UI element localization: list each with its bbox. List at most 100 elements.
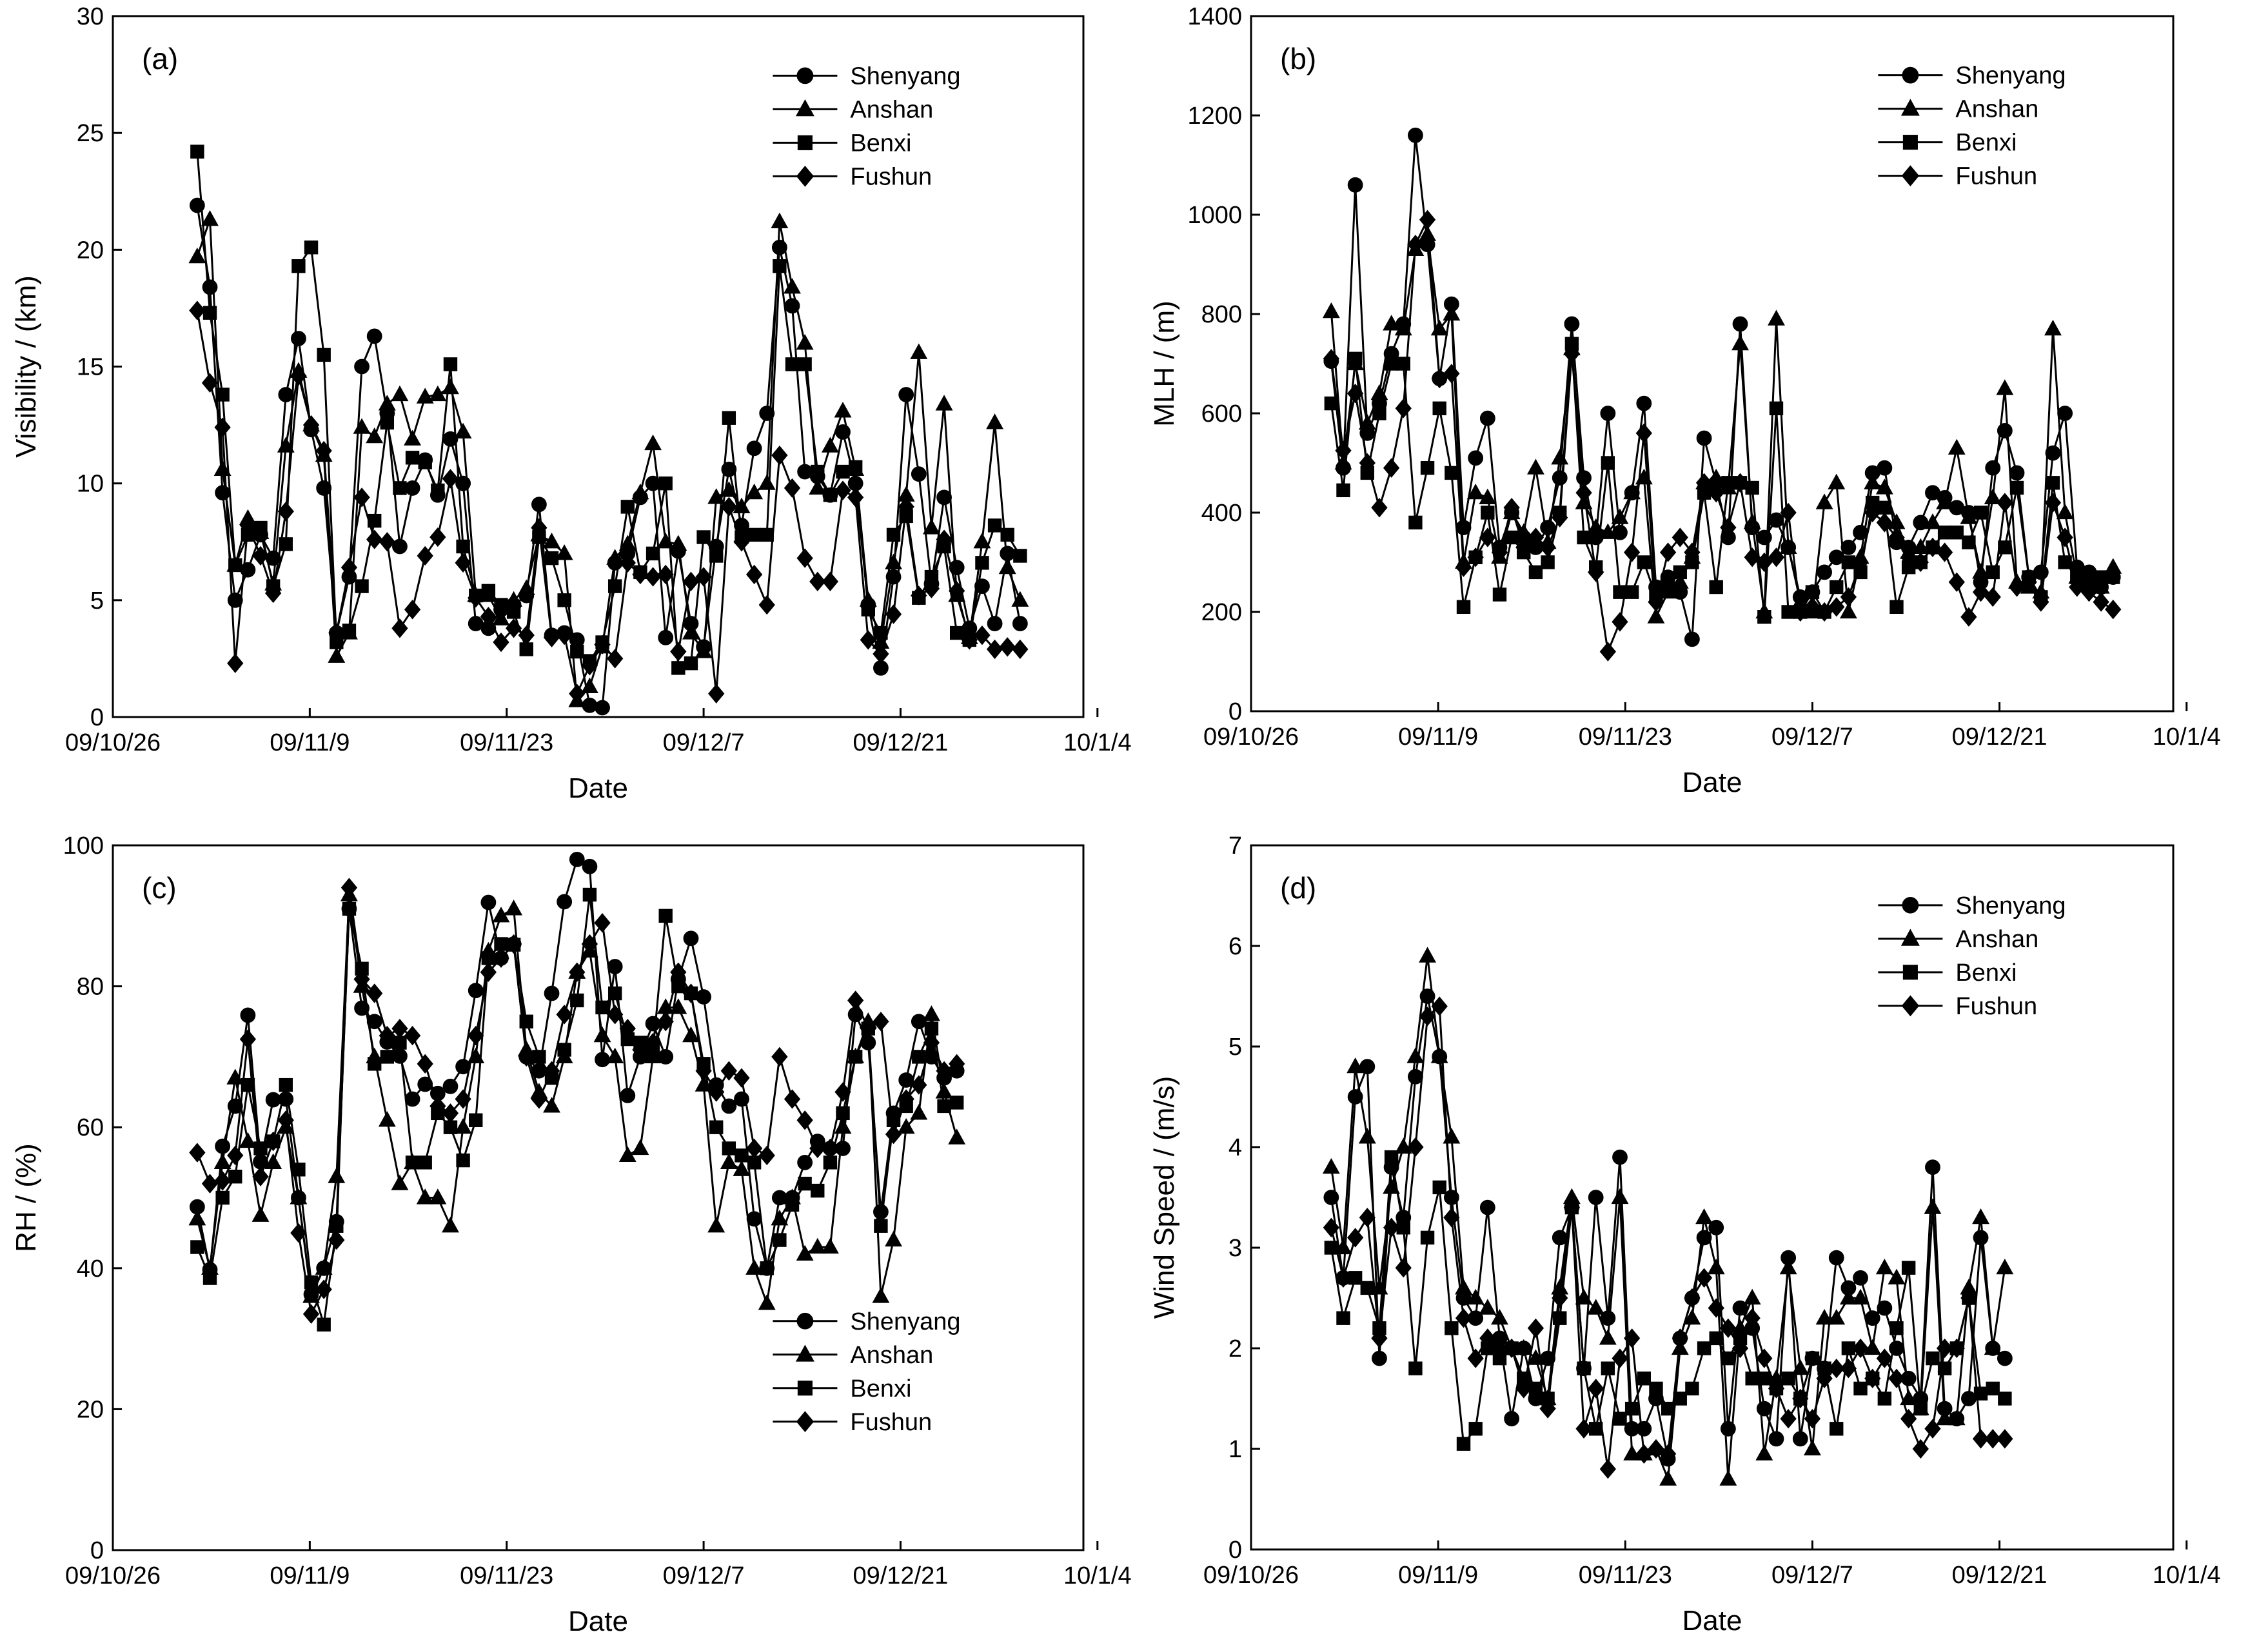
panel-c-legend: Shenyang Anshan Benxi Fushun: [773, 1308, 961, 1436]
panel-d-point-fushun: [1503, 1338, 1520, 1359]
panel-b-y-axis-title: MLH / (m): [1149, 300, 1180, 427]
panel-b-series-fushun: [1323, 210, 2122, 662]
panel-d-point-anshan: [1491, 1308, 1508, 1325]
panel-d-point-benxi: [1637, 1372, 1652, 1386]
panel-d-point-fushun: [1599, 1459, 1616, 1479]
panel-b-point-benxi: [1384, 357, 1399, 371]
panel-c-point-anshan: [682, 1026, 700, 1043]
panel-d-point-anshan: [1455, 1279, 1472, 1295]
panel-b-point-benxi: [1769, 401, 1784, 415]
panel-d-point-shenyang: [1612, 1149, 1628, 1165]
panel-a-point-benxi: [811, 464, 825, 479]
panel-d-point-anshan: [1743, 1288, 1761, 1305]
panel-a-point-fushun: [644, 567, 662, 587]
panel-b-point-fushun: [2080, 582, 2098, 602]
panel-b-point-fushun: [1335, 440, 1352, 460]
panel-b-point-fushun: [2044, 493, 2062, 513]
panel-d-point-fushun: [1948, 1338, 1965, 1359]
panel-c-point-fushun: [480, 962, 497, 982]
panel-d-point-benxi: [1408, 1361, 1423, 1375]
panel-c-legend-marker-anshan: [795, 1344, 814, 1362]
panel-a-legend-label-shenyang: Shenyang: [850, 63, 960, 90]
panel-b-point-shenyang: [1817, 564, 1832, 580]
panel-b-point-benxi: [1372, 406, 1386, 420]
panel-c-point-fushun: [670, 962, 687, 982]
panel-b-legend-marker-anshan: [1900, 99, 1920, 116]
panel-c-point-shenyang: [468, 983, 484, 999]
panel-c-point-shenyang: [480, 894, 497, 910]
panel-d-point-fushun: [1527, 1318, 1544, 1338]
panel-b-plot-frame: [1250, 15, 2175, 713]
panel-d-point-anshan: [1996, 1258, 2014, 1275]
panel-c-point-fushun: [493, 948, 509, 969]
panel-a-point-benxi: [671, 661, 686, 675]
panel-a-point-benxi: [304, 241, 319, 255]
panel-c-point-fushun: [328, 1230, 345, 1250]
panel-c-point-fushun: [708, 1082, 725, 1102]
panel-d-point-anshan: [1479, 1299, 1497, 1315]
panel-c-x-tick-label: 10/1/4: [1063, 1562, 1132, 1589]
panel-b-point-shenyang: [1696, 430, 1712, 446]
panel-c-point-fushun: [404, 1025, 421, 1046]
panel-d-point-fushun: [1744, 1308, 1761, 1328]
panel-c-point-anshan: [442, 1216, 459, 1233]
panel-b-point-benxi: [1637, 555, 1652, 569]
panel-b-point-fushun: [1720, 517, 1737, 538]
panel-c-point-benxi: [949, 1096, 964, 1110]
panel-c-legend-marker-fushun: [796, 1411, 814, 1433]
panel-a-point-shenyang: [202, 279, 218, 295]
panel-c-point-anshan: [948, 1128, 966, 1145]
panel-b-point-anshan: [1815, 493, 1833, 509]
panel-a-point-fushun: [505, 618, 522, 638]
panel-a-point-anshan: [543, 533, 560, 549]
panel-d-point-anshan: [1347, 1057, 1365, 1074]
panel-d-point-fushun: [1624, 1328, 1641, 1348]
panel-a-point-fushun: [468, 588, 484, 608]
panel-d-point-fushun: [1720, 1318, 1737, 1338]
panel-d-point-anshan: [1575, 1288, 1593, 1305]
panel-a-point-shenyang: [531, 497, 547, 513]
panel-d-point-benxi: [1420, 1230, 1435, 1245]
panel-d-point-anshan: [1828, 1308, 1846, 1325]
panel-d-x-tick-label: 09/11/9: [1398, 1562, 1478, 1589]
panel-c-legend-marker-shenyang: [796, 1312, 814, 1330]
panel-a-point-anshan: [784, 278, 801, 294]
panel-b-point-anshan: [1972, 563, 1990, 579]
panel-c-point-anshan: [809, 1237, 827, 1254]
panel-b-point-anshan: [1466, 483, 1485, 500]
panel-d-point-fushun: [1347, 1228, 1364, 1248]
panel-c-point-fushun: [366, 983, 383, 1003]
panel-b-point-fushun: [1948, 572, 1965, 592]
panel-d-point-fushun: [1840, 1359, 1857, 1379]
panel-c-point-fushun: [619, 1018, 636, 1039]
panel-b-point-fushun: [1744, 547, 1761, 567]
panel-a-point-benxi: [1000, 527, 1014, 542]
panel-c-point-benxi: [658, 909, 673, 923]
panel-a-point-fushun: [657, 564, 674, 585]
panel-c-point-anshan: [416, 1188, 434, 1205]
panel-b-point-benxi: [1504, 530, 1519, 545]
panel-b-x-tick-label: 09/11/23: [1579, 723, 1672, 751]
panel-b-x-tick-label: 10/1/4: [2153, 723, 2221, 751]
panel-b-point-benxi: [1937, 526, 1952, 540]
panel-c-point-shenyang: [569, 851, 585, 867]
panel-c-point-benxi: [228, 1170, 242, 1184]
panel-b-point-fushun: [1804, 597, 1821, 617]
panel-b-x-tick-label: 09/11/9: [1398, 723, 1478, 751]
panel-b-y-tick-label: 1200: [1187, 103, 1242, 130]
panel-c-y-tick-label: 20: [77, 1396, 104, 1423]
panel-c-point-shenyang: [911, 1014, 927, 1030]
panel-c-point-anshan: [771, 1210, 789, 1226]
panel-d-point-anshan: [1466, 1288, 1485, 1305]
panel-b-y-tick-label: 1000: [1187, 202, 1242, 229]
panel-d-point-anshan: [1864, 1339, 1882, 1355]
panel-b-point-benxi: [1336, 483, 1350, 498]
panel-b-legend-label-benxi: Benxi: [1955, 130, 2017, 157]
panel-a-point-benxi: [456, 539, 470, 554]
panel-b-point-fushun: [1383, 458, 1400, 478]
panel-a-point-fushun: [265, 583, 282, 604]
panel-d-x-tick-label: 09/10/26: [1203, 1562, 1299, 1589]
panel-c-point-fushun: [290, 1223, 307, 1243]
panel-d-point-fushun: [1635, 1444, 1652, 1464]
panel-d-legend: Shenyang Anshan Benxi Fushun: [1878, 892, 2066, 1020]
